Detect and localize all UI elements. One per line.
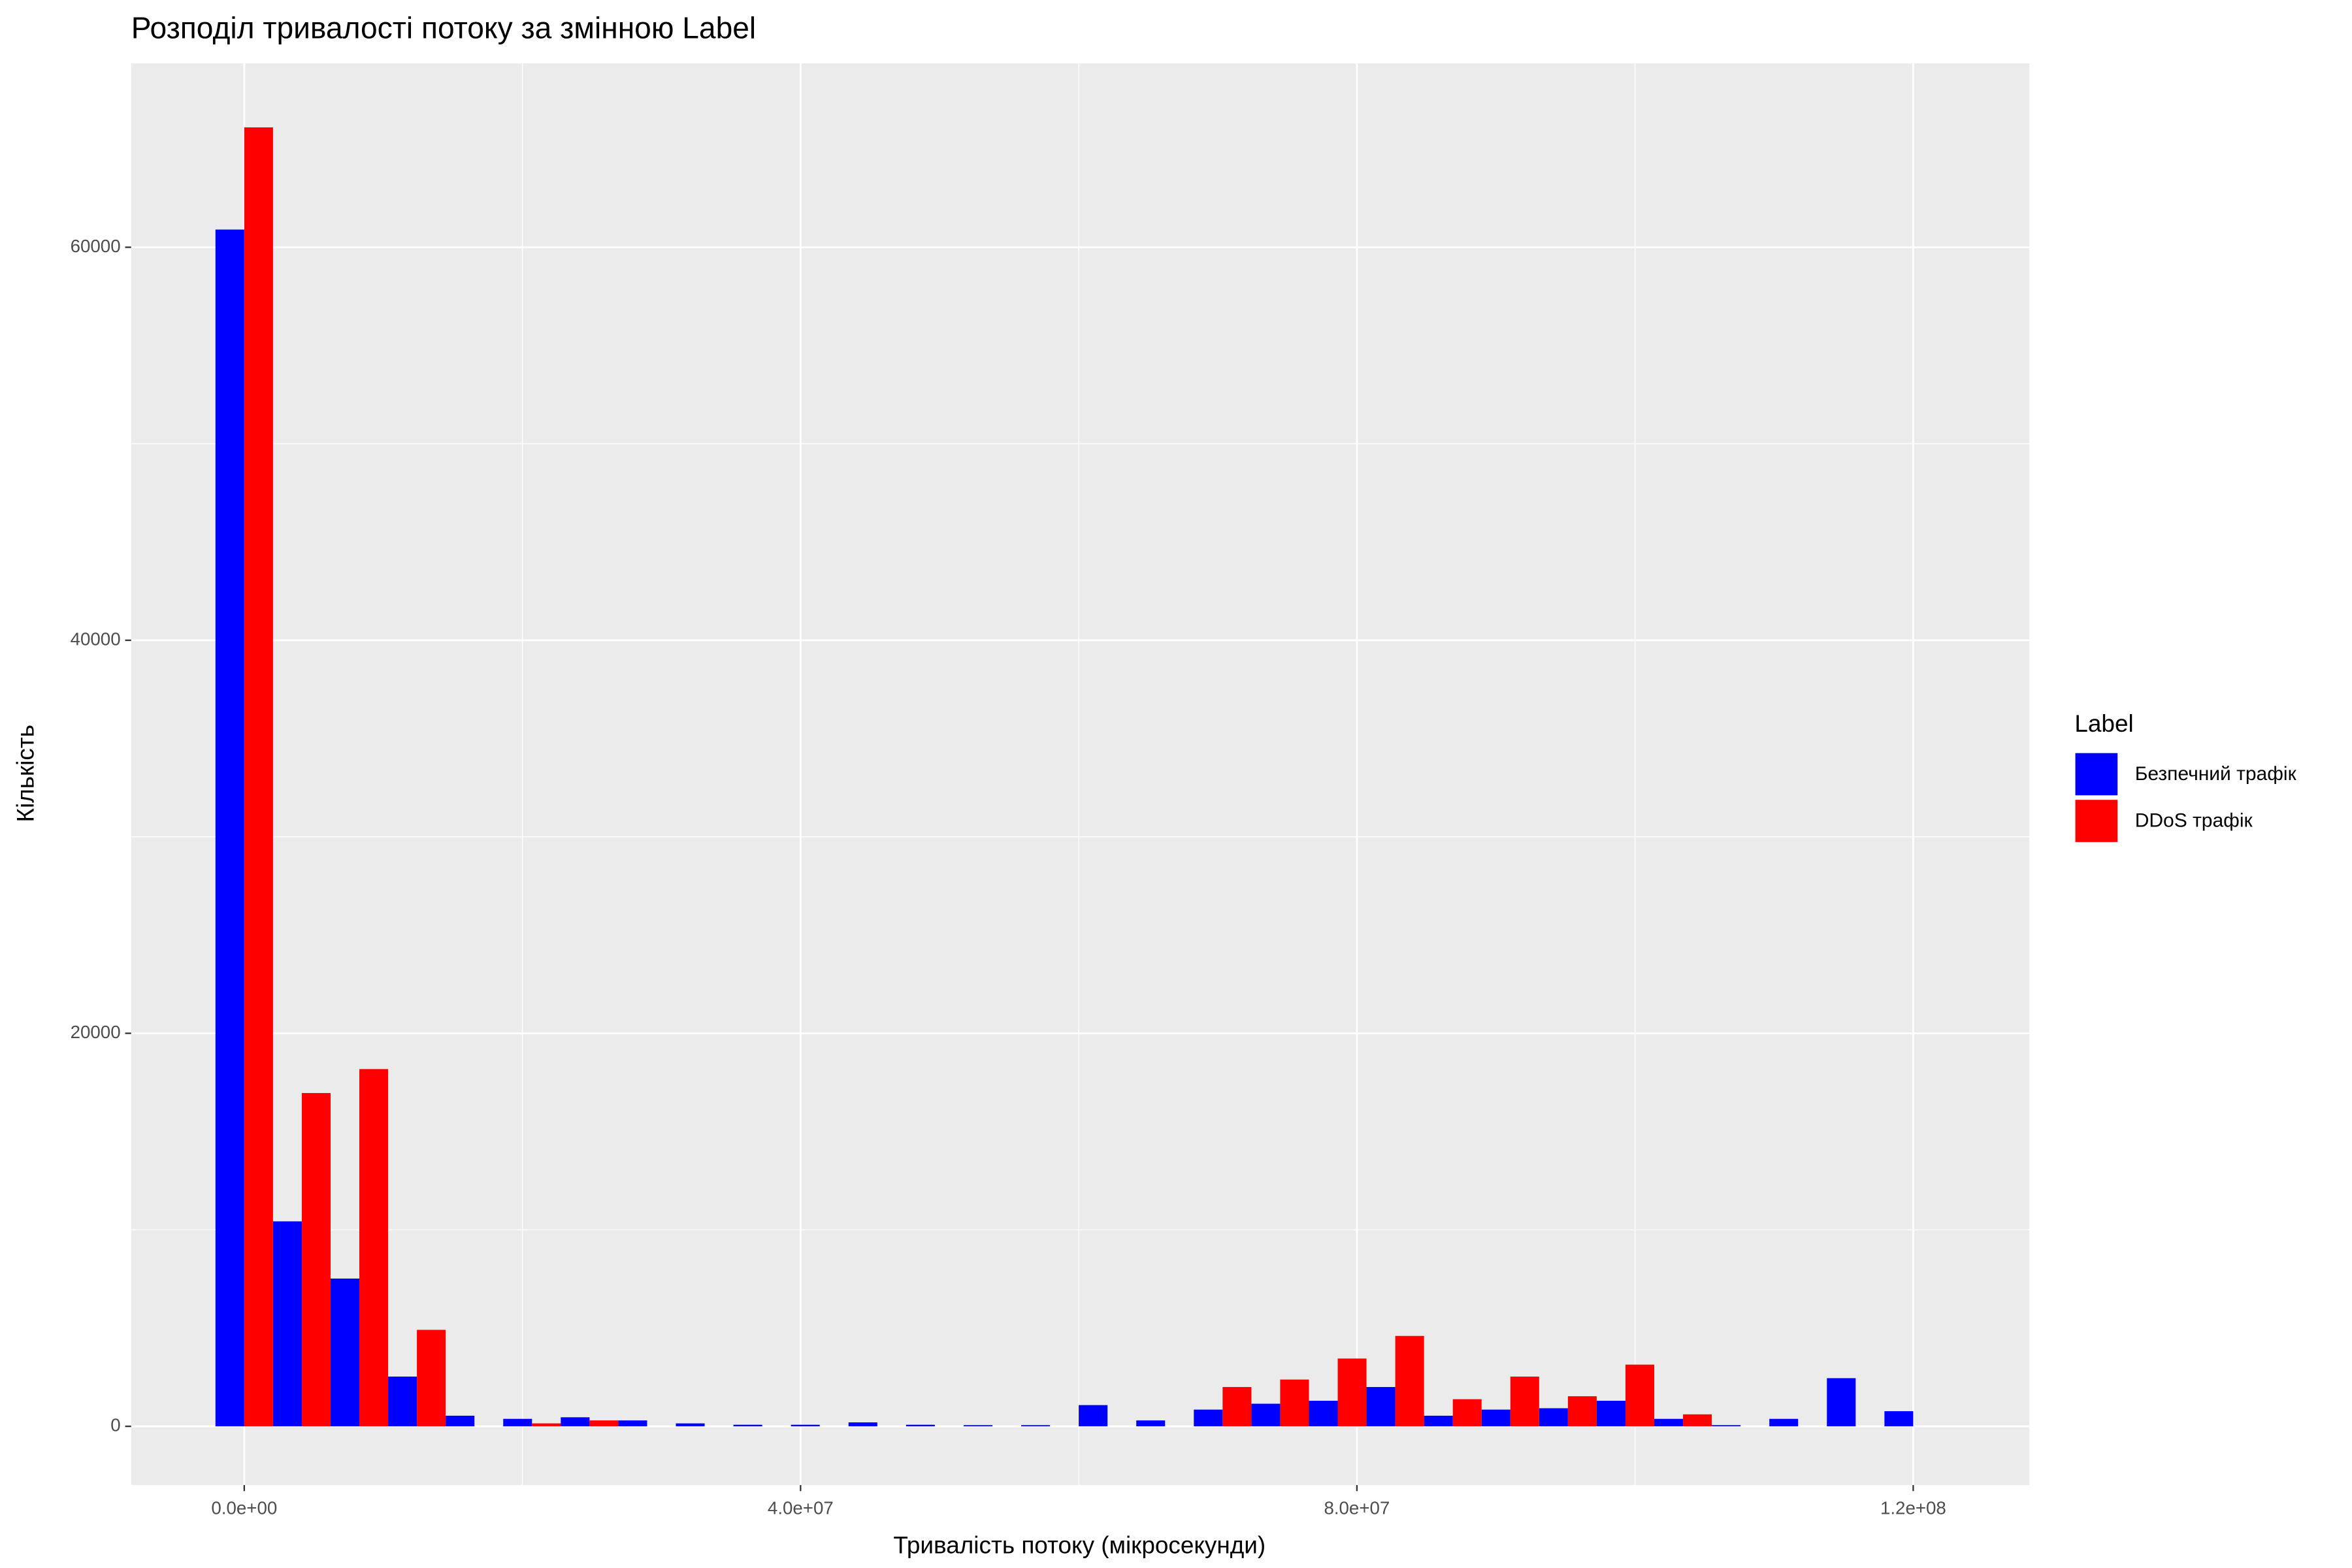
grid: 0 20000 40000 60000 0.0e+00 4.0e+07 8.0e+07 1.2… <box>71 63 2030 1518</box>
x-tick-label: 1.2e+08 <box>1880 1497 1946 1518</box>
bar <box>906 1424 935 1427</box>
bar <box>301 1093 331 1427</box>
y-tick-label: 20000 <box>71 1022 121 1042</box>
legend-key <box>2074 798 2119 844</box>
x-tick-label: 8.0e+07 <box>1324 1497 1390 1518</box>
bar <box>1251 1403 1281 1427</box>
x-axis-label: Тривалість потоку (мікросекунди) <box>893 1531 1266 1558</box>
bar <box>1683 1414 1712 1427</box>
bar <box>1079 1405 1108 1427</box>
bar <box>244 127 273 1427</box>
legend-key <box>2074 751 2119 797</box>
y-tick-label: 60000 <box>71 236 121 256</box>
bar <box>1539 1408 1568 1427</box>
bar <box>1654 1418 1684 1427</box>
bar <box>388 1377 417 1427</box>
bar <box>417 1330 446 1427</box>
bar <box>1567 1396 1597 1427</box>
bar <box>532 1423 561 1427</box>
x-tick-label: 0.0e+00 <box>211 1497 277 1518</box>
bar <box>1712 1425 1741 1427</box>
panel <box>131 63 2030 1486</box>
bar <box>1769 1418 1799 1427</box>
bar <box>1222 1386 1252 1427</box>
bar <box>1136 1420 1166 1427</box>
bar <box>963 1425 992 1427</box>
bar <box>848 1422 877 1427</box>
legend: Безпечний трафік DDoS трафік <box>2074 751 2297 844</box>
bar <box>1280 1379 1309 1427</box>
bar <box>1884 1411 1914 1427</box>
bar <box>1481 1409 1511 1427</box>
bar <box>1366 1386 1396 1427</box>
legend-label: DDoS трафік <box>2135 810 2253 832</box>
x-tick-label: 4.0e+07 <box>768 1497 834 1518</box>
bar <box>272 1221 302 1427</box>
bar <box>676 1423 705 1427</box>
bar <box>1510 1377 1539 1427</box>
legend-title: Label <box>2074 710 2133 737</box>
bar <box>215 229 244 1427</box>
bar <box>733 1424 762 1427</box>
bar <box>330 1278 360 1427</box>
bar <box>503 1418 532 1427</box>
bar <box>1596 1401 1625 1427</box>
bar <box>446 1415 475 1427</box>
bar <box>359 1069 389 1427</box>
bar <box>1827 1378 1856 1427</box>
bar <box>1424 1415 1453 1427</box>
bar <box>1452 1399 1482 1427</box>
bar <box>791 1424 820 1427</box>
y-axis-label: Кількість <box>12 725 39 822</box>
bar <box>1021 1425 1051 1427</box>
legend-label: Безпечний трафік <box>2135 763 2297 785</box>
chart-title: Розподіл тривалості потоку за змінною La… <box>131 10 756 44</box>
bar <box>1395 1335 1424 1427</box>
bars <box>215 127 1914 1427</box>
y-tick-label: 0 <box>110 1414 120 1435</box>
y-tick-label: 40000 <box>71 629 121 649</box>
bar <box>618 1420 647 1427</box>
bar <box>1194 1409 1223 1427</box>
bar <box>1625 1364 1655 1427</box>
bar <box>589 1420 619 1427</box>
bar <box>1337 1358 1367 1427</box>
bar <box>1309 1401 1338 1427</box>
bar <box>561 1417 590 1427</box>
